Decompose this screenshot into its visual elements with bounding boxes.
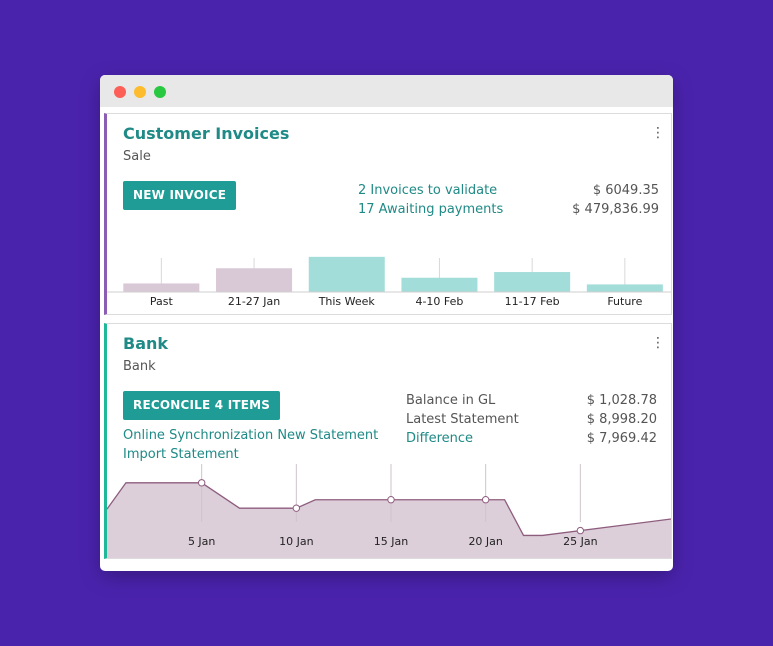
maximize-window-icon[interactable] <box>154 86 166 98</box>
x-tick-label: 11-17 Feb <box>505 295 560 308</box>
awaiting-payments-link[interactable]: 17 Awaiting payments <box>358 202 504 217</box>
kebab-menu-icon[interactable]: ⋮ <box>651 125 665 141</box>
bank-balance-area-chart[interactable]: 5 Jan 10 Jan 15 Jan 20 Jan 25 Jan <box>107 464 672 558</box>
card-subtitle: Bank <box>123 359 156 374</box>
invoices-bar-chart[interactable]: Past 21-27 Jan This Week 4-10 Feb 11-17 Feb F… <box>107 254 672 314</box>
balance-line <box>107 482 671 537</box>
new-invoice-button[interactable]: NEW INVOICE <box>123 181 237 210</box>
bank-card: Bank Bank ⋮ RECONCILE 4 ITEMS Online Syn… <box>104 323 672 559</box>
x-tick-label: 10 Jan <box>279 535 313 548</box>
balance-point <box>292 504 301 512</box>
bar-21-27 Jan <box>216 268 293 292</box>
bar-Future <box>586 284 663 292</box>
balance-point <box>576 526 585 535</box>
x-tick-label: 21-27 Jan <box>228 295 280 308</box>
difference-link[interactable]: Difference <box>406 431 474 446</box>
x-tick-label: Future <box>607 295 642 308</box>
x-tick-label: 20 Jan <box>468 535 502 548</box>
card-subtitle: Sale <box>123 149 151 164</box>
customer-invoices-card: Customer Invoices Sale ⋮ NEW INVOICE 2 I… <box>104 113 672 315</box>
reconcile-button[interactable]: RECONCILE 4 ITEMS <box>123 391 281 420</box>
balance-gl-label: Balance in GL <box>406 393 496 408</box>
online-sync-link[interactable]: Online Synchronization New Statement <box>123 428 379 443</box>
import-statement-link[interactable]: Import Statement <box>123 447 239 462</box>
app-window: Customer Invoices Sale ⋮ NEW INVOICE 2 I… <box>100 75 673 571</box>
balance-point <box>481 496 490 504</box>
close-window-icon[interactable] <box>114 86 126 98</box>
bar-4-10 Feb <box>401 277 478 292</box>
x-tick-label: 25 Jan <box>563 535 597 548</box>
bar-11-17 Feb <box>494 272 571 292</box>
x-tick-label: 15 Jan <box>374 535 408 548</box>
bar-This Week <box>308 256 385 292</box>
balance-area <box>107 482 671 558</box>
card-title[interactable]: Bank <box>123 334 169 353</box>
invoices-to-validate-link[interactable]: 2 Invoices to validate <box>358 183 498 198</box>
kebab-menu-icon[interactable]: ⋮ <box>651 335 665 351</box>
awaiting-payments-amount: $ 479,836.99 <box>572 202 659 217</box>
balance-point <box>197 479 206 487</box>
latest-statement-amount: $ 8,998.20 <box>586 412 657 427</box>
balance-gl-amount: $ 1,028.78 <box>586 393 657 408</box>
bar-Past <box>123 283 200 292</box>
x-tick-label: 5 Jan <box>188 535 215 548</box>
x-tick-label: This Week <box>318 295 376 308</box>
x-tick-label: 4-10 Feb <box>415 295 463 308</box>
x-tick-label: Past <box>150 295 174 308</box>
balance-point <box>387 496 395 504</box>
latest-statement-label: Latest Statement <box>406 412 519 427</box>
invoices-to-validate-amount: $ 6049.35 <box>592 183 659 198</box>
title-bar <box>100 75 673 107</box>
card-title[interactable]: Customer Invoices <box>123 124 290 143</box>
minimize-window-icon[interactable] <box>134 86 146 98</box>
difference-amount: $ 7,969.42 <box>586 431 657 446</box>
